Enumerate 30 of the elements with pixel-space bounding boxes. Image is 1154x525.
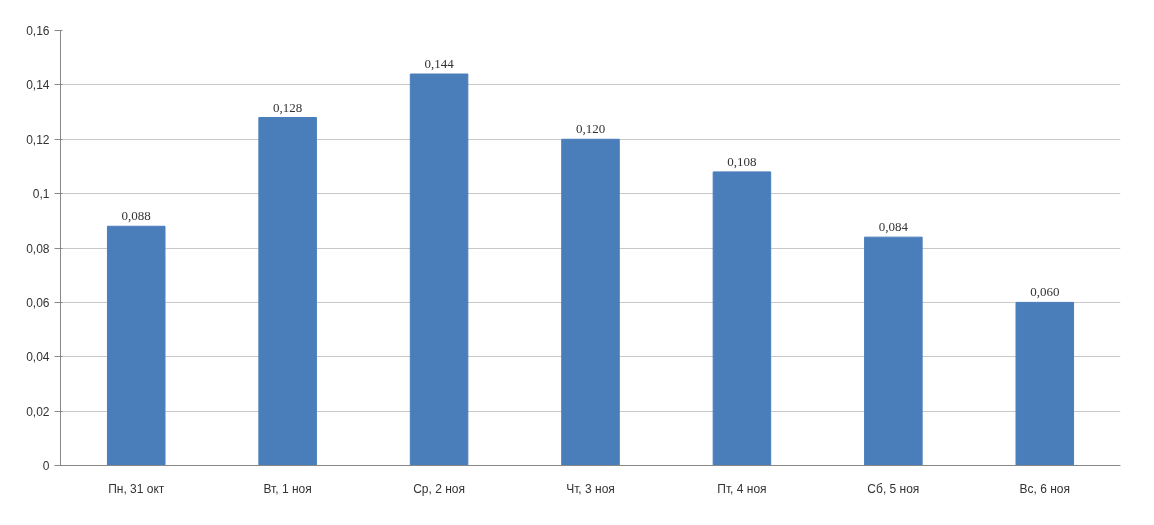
x-tick-label: Вт, 1 ноя	[263, 481, 312, 496]
y-tick-label: 0,04	[26, 350, 50, 365]
bar	[864, 236, 923, 466]
data-label: 0,120	[575, 121, 606, 137]
x-tick-label: Сб, 5 ноя	[867, 481, 920, 496]
y-tick-label: 0,08	[26, 241, 50, 256]
bar	[1015, 301, 1075, 466]
x-tick-label: Вс, 6 ноя	[1019, 481, 1071, 496]
x-tick-label: Пт, 4 ноя	[717, 481, 767, 496]
data-label: 0,088	[121, 208, 151, 224]
y-tick-label: 0,12	[26, 132, 50, 147]
bar	[712, 171, 772, 466]
x-tick-label: Чт, 3 ноя	[566, 481, 615, 496]
data-label: 0,144	[424, 56, 455, 71]
x-tick-label: Ср, 2 ноя	[413, 481, 465, 496]
data-label: 0,060	[1030, 284, 1060, 300]
bar	[409, 73, 469, 466]
y-tick-label: 0,1	[32, 187, 50, 202]
data-label: 0,084	[878, 219, 909, 235]
y-tick-label: 0,14	[26, 78, 50, 93]
data-label: 0,128	[273, 99, 303, 115]
y-tick-label: 0,06	[26, 295, 50, 310]
y-tick-label: 0,02	[26, 404, 50, 419]
bar	[106, 225, 166, 466]
x-tick-label: Пн, 31 окт	[108, 481, 165, 496]
data-label: 0,108	[727, 153, 757, 169]
bar	[561, 138, 620, 466]
y-tick-label: 0,16	[26, 24, 50, 38]
bar	[258, 117, 317, 466]
y-tick-label: 0	[42, 459, 50, 473]
